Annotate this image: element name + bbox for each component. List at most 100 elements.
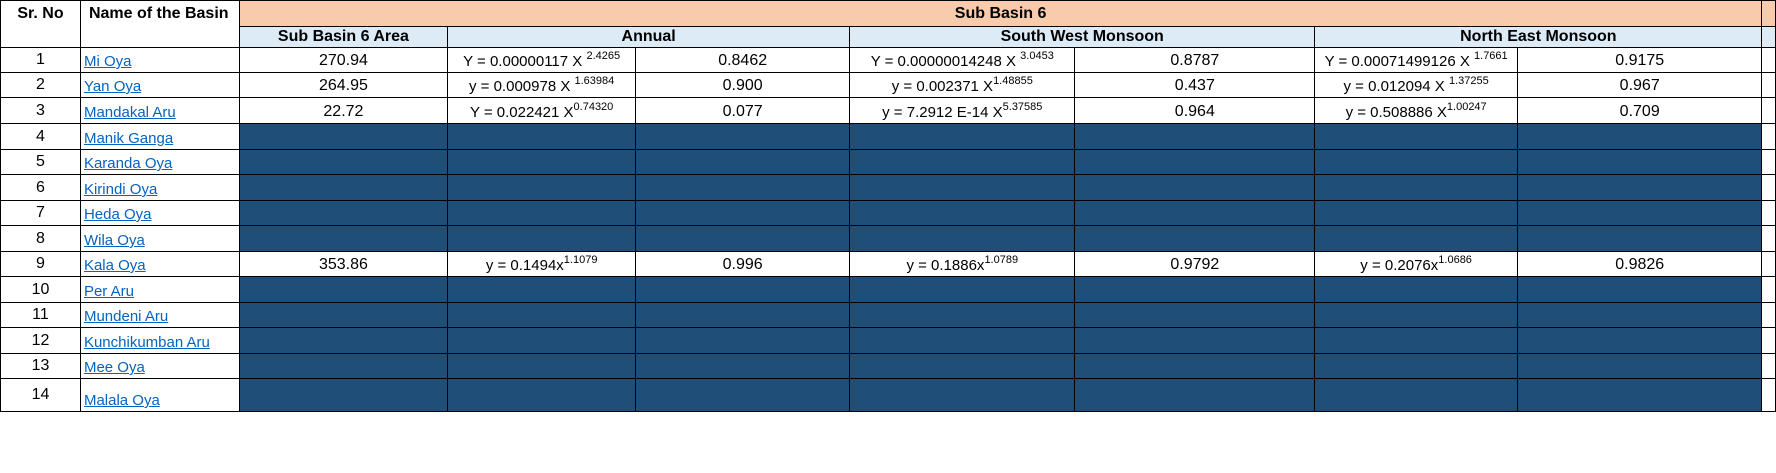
empty-dark-cell[interactable] (849, 123, 1076, 150)
empty-dark-cell[interactable] (447, 123, 637, 150)
extra-cell[interactable] (1761, 276, 1776, 303)
extra-cell[interactable] (1761, 47, 1776, 73)
empty-dark-cell[interactable] (238, 302, 449, 328)
extra-cell[interactable] (1761, 97, 1776, 124)
basin-link[interactable]: Kunchikumban Aru (83, 334, 210, 351)
empty-dark-cell[interactable] (1074, 225, 1316, 252)
empty-dark-cell[interactable] (1074, 353, 1316, 379)
ne-equation-cell[interactable]: y = 0.2076x1.0686 (1314, 251, 1518, 277)
empty-dark-cell[interactable] (238, 149, 449, 175)
extra-cell[interactable] (1761, 149, 1776, 175)
sw-r-value-cell[interactable]: 0.8787 (1074, 47, 1316, 73)
empty-dark-cell[interactable] (1314, 225, 1518, 252)
empty-dark-cell[interactable] (447, 378, 637, 412)
basin-link[interactable]: Heda Oya (83, 206, 152, 223)
empty-dark-cell[interactable] (635, 327, 851, 354)
ne-equation-cell[interactable]: y = 0.012094 X 1.37255 (1314, 72, 1518, 98)
empty-dark-cell[interactable] (1516, 174, 1763, 201)
extra-cell[interactable] (1761, 225, 1776, 252)
basin-link[interactable]: Mi Oya (83, 53, 132, 70)
empty-dark-cell[interactable] (1314, 123, 1518, 150)
header-annual[interactable]: Annual (447, 26, 851, 48)
empty-dark-cell[interactable] (1516, 276, 1763, 303)
basin-name-cell[interactable]: Manik Ganga (79, 123, 240, 150)
empty-dark-cell[interactable] (849, 174, 1076, 201)
extra-cell[interactable] (1761, 353, 1776, 379)
empty-dark-cell[interactable] (849, 276, 1076, 303)
empty-dark-cell[interactable] (1314, 378, 1518, 412)
empty-dark-cell[interactable] (447, 225, 637, 252)
basin-link[interactable]: Karanda Oya (83, 155, 173, 172)
empty-dark-cell[interactable] (1516, 302, 1763, 328)
empty-dark-cell[interactable] (238, 123, 449, 150)
ne-equation-cell[interactable]: y = 0.508886 X1.00247 (1314, 97, 1518, 124)
empty-dark-cell[interactable] (447, 353, 637, 379)
basin-name-cell[interactable]: Kirindi Oya (79, 174, 240, 201)
header-ne-monsoon[interactable]: North East Monsoon (1314, 26, 1763, 48)
basin-link[interactable]: Per Aru (83, 283, 134, 300)
area-cell[interactable]: 22.72 (238, 97, 449, 124)
empty-dark-cell[interactable] (1314, 200, 1518, 226)
extra-cell[interactable] (1761, 200, 1776, 226)
empty-dark-cell[interactable] (1074, 378, 1316, 412)
sr-no-cell[interactable]: 8 (0, 225, 81, 252)
empty-dark-cell[interactable] (1314, 327, 1518, 354)
empty-dark-cell[interactable] (1074, 327, 1316, 354)
empty-dark-cell[interactable] (849, 200, 1076, 226)
empty-dark-cell[interactable] (1516, 149, 1763, 175)
empty-dark-cell[interactable] (238, 174, 449, 201)
sw-equation-cell[interactable]: y = 0.002371 X1.48855 (849, 72, 1076, 98)
empty-dark-cell[interactable] (635, 353, 851, 379)
sr-no-cell[interactable]: 3 (0, 97, 81, 124)
empty-dark-cell[interactable] (849, 302, 1076, 328)
area-cell[interactable]: 270.94 (238, 47, 449, 73)
basin-name-cell[interactable]: Mi Oya (79, 47, 240, 73)
extra-cell[interactable] (1761, 302, 1776, 328)
header-area[interactable]: Sub Basin 6 Area (238, 26, 449, 48)
basin-name-cell[interactable]: Kala Oya (79, 251, 240, 277)
empty-dark-cell[interactable] (238, 327, 449, 354)
annual-equation-cell[interactable]: Y = 0.022421 X0.74320 (447, 97, 637, 124)
empty-dark-cell[interactable] (1314, 353, 1518, 379)
basin-name-cell[interactable]: Malala Oya (79, 378, 240, 412)
header-basin-name[interactable]: Name of the Basin (79, 0, 240, 48)
empty-dark-cell[interactable] (1314, 174, 1518, 201)
sr-no-cell[interactable]: 5 (0, 149, 81, 175)
empty-dark-cell[interactable] (238, 225, 449, 252)
extra-cell[interactable] (1761, 123, 1776, 150)
empty-dark-cell[interactable] (447, 174, 637, 201)
basin-name-cell[interactable]: Mundeni Aru (79, 302, 240, 328)
basin-link[interactable]: Mandakal Aru (83, 104, 176, 121)
empty-dark-cell[interactable] (1074, 200, 1316, 226)
sw-r-value-cell[interactable]: 0.964 (1074, 97, 1316, 124)
basin-link[interactable]: Manik Ganga (83, 130, 174, 147)
empty-dark-cell[interactable] (635, 123, 851, 150)
ne-r-value-cell[interactable]: 0.709 (1516, 97, 1763, 124)
empty-dark-cell[interactable] (1074, 302, 1316, 328)
empty-dark-cell[interactable] (1074, 149, 1316, 175)
empty-dark-cell[interactable] (1074, 276, 1316, 303)
sr-no-cell[interactable]: 11 (0, 302, 81, 328)
empty-dark-cell[interactable] (1516, 200, 1763, 226)
empty-dark-cell[interactable] (1516, 123, 1763, 150)
sr-no-cell[interactable]: 14 (0, 378, 81, 412)
sr-no-cell[interactable]: 10 (0, 276, 81, 303)
empty-dark-cell[interactable] (447, 327, 637, 354)
sr-no-cell[interactable]: 6 (0, 174, 81, 201)
sw-r-value-cell[interactable]: 0.437 (1074, 72, 1316, 98)
sr-no-cell[interactable]: 9 (0, 251, 81, 277)
basin-link[interactable]: Kala Oya (83, 257, 146, 274)
sw-r-value-cell[interactable]: 0.9792 (1074, 251, 1316, 277)
annual-equation-cell[interactable]: Y = 0.00000117 X 2.4265 (447, 47, 637, 73)
area-cell[interactable]: 353.86 (238, 251, 449, 277)
empty-dark-cell[interactable] (635, 149, 851, 175)
empty-dark-cell[interactable] (447, 302, 637, 328)
ne-r-value-cell[interactable]: 0.9826 (1516, 251, 1763, 277)
empty-dark-cell[interactable] (1516, 225, 1763, 252)
empty-dark-cell[interactable] (635, 225, 851, 252)
annual-r-value-cell[interactable]: 0.900 (635, 72, 851, 98)
empty-dark-cell[interactable] (849, 225, 1076, 252)
sr-no-cell[interactable]: 13 (0, 353, 81, 379)
basin-link[interactable]: Wila Oya (83, 232, 145, 249)
empty-dark-cell[interactable] (238, 378, 449, 412)
